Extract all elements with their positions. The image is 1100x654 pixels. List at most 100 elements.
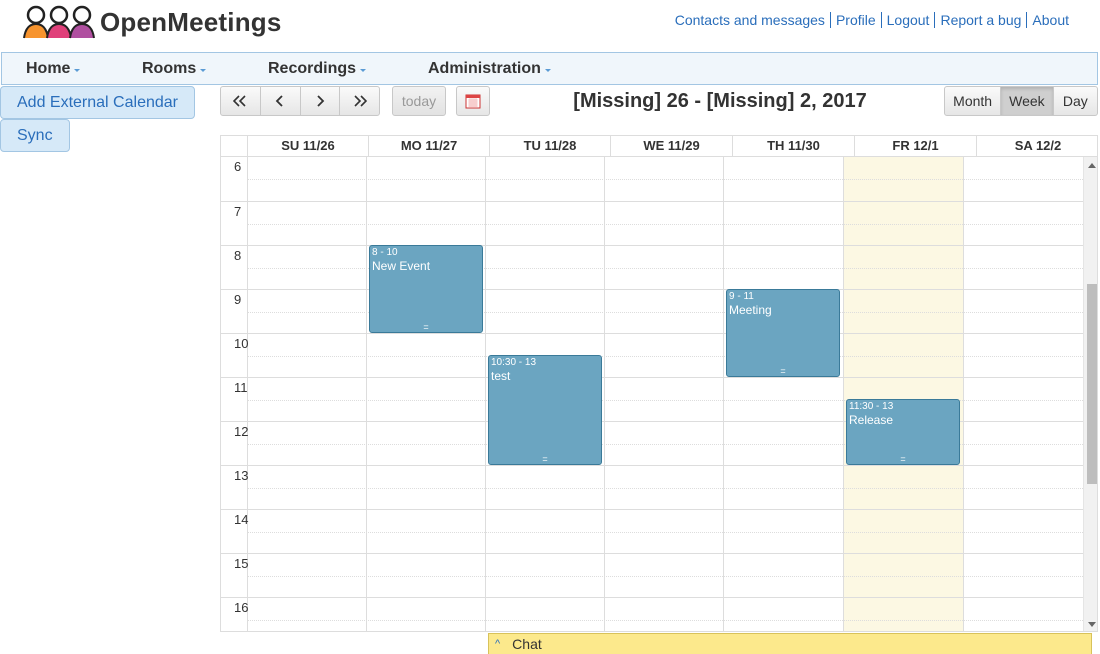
day-view-button[interactable]: Day [1062, 93, 1088, 109]
today-column [843, 157, 963, 631]
next-button[interactable] [301, 87, 341, 115]
calendar-icon [465, 94, 481, 109]
sync-button[interactable]: Sync [0, 119, 70, 152]
date-picker-button[interactable] [456, 86, 490, 116]
event-resize-handle[interactable]: = [780, 366, 786, 376]
logout-link[interactable]: Logout [882, 12, 936, 28]
day-column-divider [723, 157, 724, 631]
navigation-button-group [220, 86, 380, 116]
hour-row: 11 [221, 377, 1083, 421]
day-header: TH 11/30 [732, 136, 854, 156]
header: OpenMeetings Contacts and messages Profi… [0, 0, 1100, 50]
calendar-event[interactable]: 8 - 10 New Event = [369, 245, 483, 333]
first-button[interactable] [221, 87, 261, 115]
week-calendar: SU 11/26 MO 11/27 TU 11/28 WE 11/29 TH 1… [220, 135, 1098, 632]
calendar-event[interactable]: 11:30 - 13 Release = [846, 399, 960, 465]
calendar-event[interactable]: 9 - 11 Meeting = [726, 289, 840, 377]
date-range-title: [Missing] 26 - [Missing] 2, 2017 [573, 90, 867, 112]
event-title: Release [849, 413, 894, 427]
event-resize-handle[interactable]: = [542, 454, 548, 464]
double-chevron-right-icon [354, 95, 367, 107]
top-links: Contacts and messages Profile Logout Rep… [670, 12, 1074, 28]
day-header: SU 11/26 [247, 136, 368, 156]
calendar-grid: 6 7 8 9 10 11 12 13 14 15 16 8 - 10 New Event = 10:30… [221, 157, 1097, 631]
menu-administration[interactable]: Administration [428, 60, 551, 78]
chevron-down-icon [200, 68, 207, 72]
event-title: Meeting [729, 303, 772, 317]
hour-row: 14 [221, 509, 1083, 553]
calendar-event[interactable]: 10:30 - 13 test = [488, 355, 602, 465]
half-hour-line [247, 576, 1083, 577]
scroll-thumb[interactable] [1087, 284, 1097, 484]
half-hour-line [247, 532, 1083, 533]
app-title: OpenMeetings [100, 6, 282, 37]
half-hour-line [247, 444, 1083, 445]
half-hour-line [247, 400, 1083, 401]
last-button[interactable] [340, 87, 379, 115]
event-title: New Event [372, 259, 431, 273]
event-time: 11:30 - 13 [849, 401, 894, 412]
menu-administration-label: Administration [428, 60, 541, 77]
half-hour-line [247, 312, 1083, 313]
hour-label: 6 [234, 159, 242, 174]
add-external-calendar-button[interactable]: Add External Calendar [0, 86, 195, 119]
prev-button[interactable] [261, 87, 301, 115]
hour-label: 7 [234, 204, 242, 219]
event-time: 9 - 11 [729, 291, 754, 302]
hour-label: 11 [234, 380, 248, 395]
day-column-divider [604, 157, 605, 631]
hour-row: 9 [221, 289, 1083, 333]
half-hour-line [247, 620, 1083, 621]
event-title: test [491, 369, 511, 383]
chat-label: Chat [512, 636, 542, 652]
chevron-down-icon [360, 68, 367, 72]
chat-bar[interactable]: ^ Chat [488, 633, 1092, 654]
about-link[interactable]: About [1032, 12, 1069, 28]
day-header: TU 11/28 [489, 136, 610, 156]
day-column-divider [485, 157, 486, 631]
hour-label: 8 [234, 248, 242, 263]
menu-home[interactable]: Home [26, 60, 81, 78]
day-header: WE 11/29 [610, 136, 732, 156]
hour-label: 16 [234, 600, 249, 615]
half-hour-line [247, 179, 1083, 180]
event-time: 10:30 - 13 [491, 357, 537, 368]
hour-row: 7 [221, 201, 1083, 245]
half-hour-line [247, 268, 1083, 269]
profile-link[interactable]: Profile [831, 12, 882, 28]
half-hour-line [247, 356, 1083, 357]
day-header-row: SU 11/26 MO 11/27 TU 11/28 WE 11/29 TH 1… [221, 136, 1097, 157]
week-view-button[interactable]: Week [1001, 87, 1054, 115]
scroll-down-icon[interactable] [1088, 622, 1096, 627]
chevron-down-icon [544, 68, 551, 72]
hour-row: 12 [221, 421, 1083, 465]
scroll-up-icon[interactable] [1088, 163, 1096, 168]
menu-recordings[interactable]: Recordings [268, 60, 367, 78]
double-chevron-left-icon [233, 95, 246, 107]
today-button[interactable]: today [392, 86, 446, 116]
day-column-divider [963, 157, 964, 631]
calendar-scrollbar[interactable] [1083, 157, 1097, 631]
report-bug-link[interactable]: Report a bug [935, 12, 1028, 28]
chevron-down-icon [74, 68, 81, 72]
menu-rooms-label: Rooms [142, 60, 197, 77]
day-header: FR 12/1 [854, 136, 976, 156]
event-resize-handle[interactable]: = [900, 454, 906, 464]
main-menu: Home Rooms Recordings Administration [1, 52, 1098, 85]
view-switcher: Month Week Day [944, 86, 1098, 116]
contacts-messages-link[interactable]: Contacts and messages [670, 12, 831, 28]
hour-row: 16 [221, 597, 1083, 631]
hour-row: 6 [221, 157, 1083, 201]
event-resize-handle[interactable]: = [423, 322, 429, 332]
logo[interactable]: OpenMeetings [22, 4, 282, 40]
hour-label: 9 [234, 292, 242, 307]
menu-rooms[interactable]: Rooms [142, 60, 207, 78]
hour-label: 12 [234, 424, 249, 439]
day-column-divider [843, 157, 844, 631]
month-view-button[interactable]: Month [945, 87, 1002, 115]
hour-row: 15 [221, 553, 1083, 597]
gutter-header [221, 136, 247, 156]
day-header: MO 11/27 [368, 136, 489, 156]
hour-row: 13 [221, 465, 1083, 509]
people-logo-icon [23, 5, 95, 39]
